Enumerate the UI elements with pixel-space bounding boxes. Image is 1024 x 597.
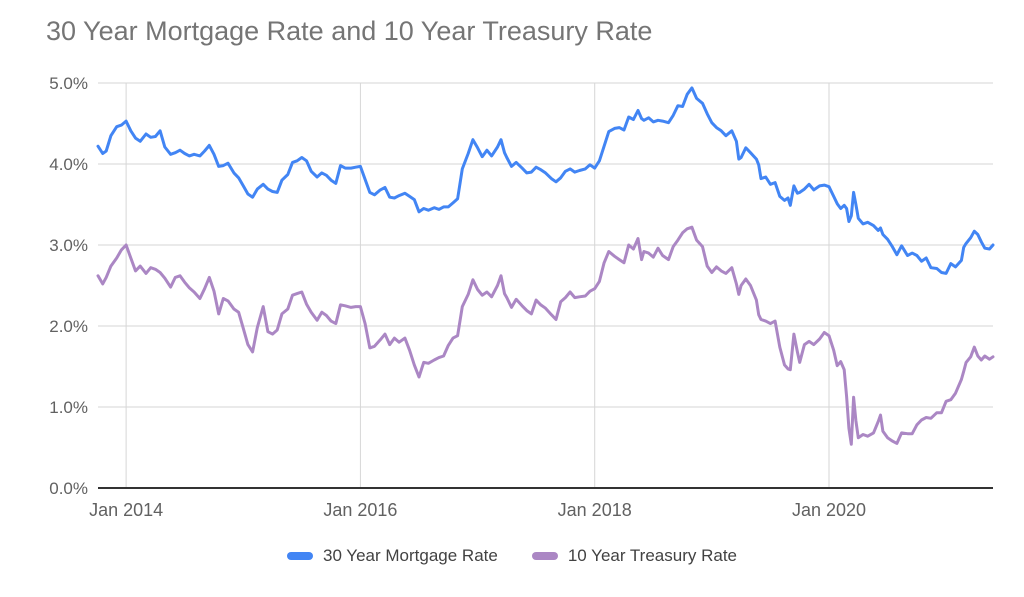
treasury-line (96, 225, 995, 446)
x-tick-label: Jan 2016 (323, 500, 397, 520)
y-tick-label: 2.0% (49, 317, 88, 336)
legend-swatch-treasury (531, 552, 558, 560)
y-tick-label: 0.0% (49, 479, 88, 498)
x-tick-label: Jan 2020 (792, 500, 866, 520)
x-tick-label: Jan 2014 (89, 500, 163, 520)
y-tick-label: 1.0% (49, 398, 88, 417)
y-tick-label: 3.0% (49, 236, 88, 255)
legend-item-mortgage: 30 Year Mortgage Rate (286, 546, 498, 566)
legend-item-treasury: 10 Year Treasury Rate (531, 546, 738, 566)
legend-label-mortgage: 30 Year Mortgage Rate (322, 546, 498, 565)
y-tick-label: 5.0% (49, 74, 88, 93)
mortgage-line (96, 86, 995, 275)
x-tick-label: Jan 2018 (558, 500, 632, 520)
chart-title: 30 Year Mortgage Rate and 10 Year Treasu… (46, 16, 653, 46)
legend: 30 Year Mortgage Rate 10 Year Treasury R… (0, 546, 1024, 566)
legend-swatch-mortgage (286, 552, 313, 560)
y-tick-label: 4.0% (49, 155, 88, 174)
legend-label-treasury: 10 Year Treasury Rate (567, 546, 738, 565)
